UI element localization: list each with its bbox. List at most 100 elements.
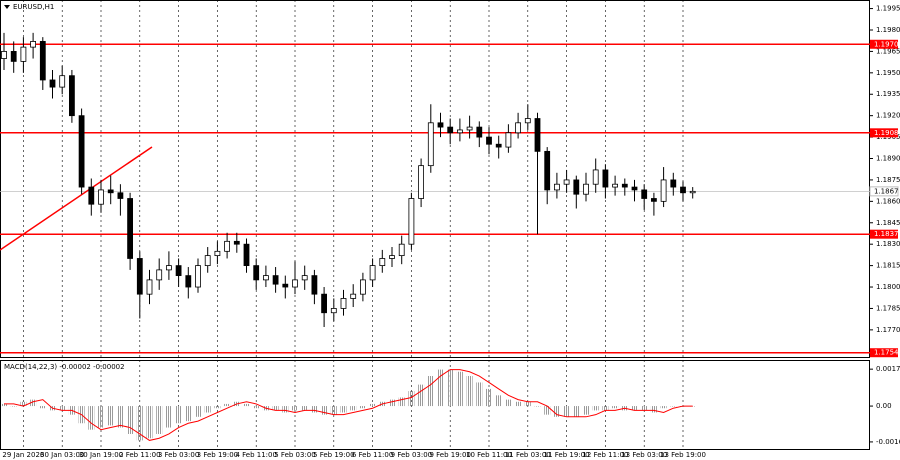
candle-body — [253, 265, 260, 281]
candle-body — [524, 118, 531, 124]
macd-bar — [165, 406, 172, 428]
macd-bar — [330, 406, 337, 415]
x-tick-label: 4 Feb 11:00 — [235, 451, 276, 459]
macd-bar — [524, 401, 531, 407]
symbol-label: EURUSD,H1 — [13, 3, 54, 11]
candle-body — [505, 132, 512, 148]
candle-body — [515, 122, 521, 134]
menu-arrow[interactable] — [4, 5, 10, 9]
macd-bar — [175, 406, 182, 424]
candle-body — [621, 183, 628, 188]
macd-bar — [88, 406, 95, 430]
macd-bar — [292, 406, 298, 411]
candle-body — [98, 189, 104, 205]
candle-body — [408, 198, 415, 245]
candle-body — [418, 165, 425, 199]
candle-body — [350, 293, 357, 299]
x-tick-label: 13 Feb 03:00 — [621, 451, 667, 459]
main-pane — [0, 0, 870, 358]
current-price-label: 1.1867 — [874, 187, 899, 195]
y-tick-label: 1.1995 — [876, 5, 900, 13]
macd-bar — [185, 406, 192, 422]
candle-body — [127, 198, 133, 259]
macd-bar — [350, 406, 357, 411]
level-label: 1.1754 — [874, 349, 899, 357]
candle-body — [204, 255, 211, 267]
candle-body — [88, 186, 95, 205]
candle-body — [311, 275, 318, 295]
candle-body — [243, 243, 250, 267]
candle-body — [466, 126, 473, 131]
y-tick-label: 1.1815 — [876, 262, 900, 270]
candle-body — [398, 243, 405, 257]
y-tick-label: 1.1950 — [876, 69, 900, 77]
y-tick-label: 1.1830 — [876, 240, 900, 248]
candle-body — [369, 265, 376, 281]
macd-bar — [243, 403, 250, 407]
candle-body — [447, 126, 454, 134]
x-tick-label: 9 Feb 03:00 — [391, 451, 432, 459]
macd-bar — [447, 369, 454, 407]
macd-bar — [272, 406, 279, 411]
macd-bar — [340, 406, 347, 413]
macd-bar — [359, 406, 366, 409]
macd-bar — [127, 406, 134, 434]
macd-bar — [641, 406, 648, 411]
candle-body — [69, 75, 75, 117]
macd-bar — [389, 399, 395, 407]
candle-body — [602, 169, 609, 188]
candle-body — [136, 258, 143, 295]
y-tick-label: 1.1965 — [876, 47, 900, 55]
macd-bar — [39, 406, 46, 409]
macd-bar — [195, 406, 201, 417]
macd-y-tick-label: 0.00172 — [876, 365, 900, 373]
macd-bar — [631, 406, 638, 411]
macd-bar — [418, 384, 425, 407]
x-tick-label: 13 Feb 19:00 — [660, 451, 706, 459]
macd-bar — [456, 371, 463, 407]
x-tick-label: 9 Feb 19:00 — [429, 451, 470, 459]
candle-body — [330, 308, 337, 314]
x-tick-label: 2 Feb 11:00 — [119, 451, 160, 459]
macd-bar — [486, 388, 492, 407]
x-tick-label: 5 Feb 19:00 — [313, 451, 354, 459]
x-tick-label: 30 Jan 03:00 — [40, 451, 84, 459]
candle-body — [544, 150, 551, 191]
x-tick-label: 3 Feb 19:00 — [197, 451, 238, 459]
macd-bar — [204, 406, 211, 413]
candle-body — [78, 115, 85, 188]
macd-pane — [0, 360, 870, 450]
macd-bar — [369, 403, 376, 407]
candle-body — [631, 186, 638, 191]
candle-body — [592, 169, 599, 185]
macd-bar — [495, 395, 502, 407]
candle-body — [1, 51, 7, 59]
y-tick-label: 1.1800 — [876, 283, 900, 291]
candle-body — [185, 275, 192, 288]
candle-body — [389, 255, 395, 259]
level-label: 1.1908 — [874, 129, 899, 137]
macd-bar — [146, 406, 153, 439]
x-tick-label: 3 Feb 03:00 — [158, 451, 199, 459]
candle-body — [301, 275, 308, 281]
candle-body — [670, 179, 677, 188]
macd-bar — [544, 406, 551, 415]
candle-body — [456, 129, 463, 134]
candle-body — [175, 265, 182, 277]
macd-bar — [427, 376, 434, 407]
macd-bar — [563, 406, 570, 417]
candle-body — [359, 279, 366, 295]
macd-bar — [515, 401, 522, 407]
marks — [1, 32, 696, 441]
candle-body — [39, 41, 46, 81]
macd-bar — [253, 406, 260, 409]
candle-body — [165, 265, 172, 271]
macd-bar — [476, 382, 483, 407]
candle-body — [282, 283, 289, 288]
candle-body — [59, 75, 66, 88]
macd-bar — [98, 406, 104, 428]
candle-body — [563, 179, 570, 185]
candle-body — [10, 51, 17, 62]
